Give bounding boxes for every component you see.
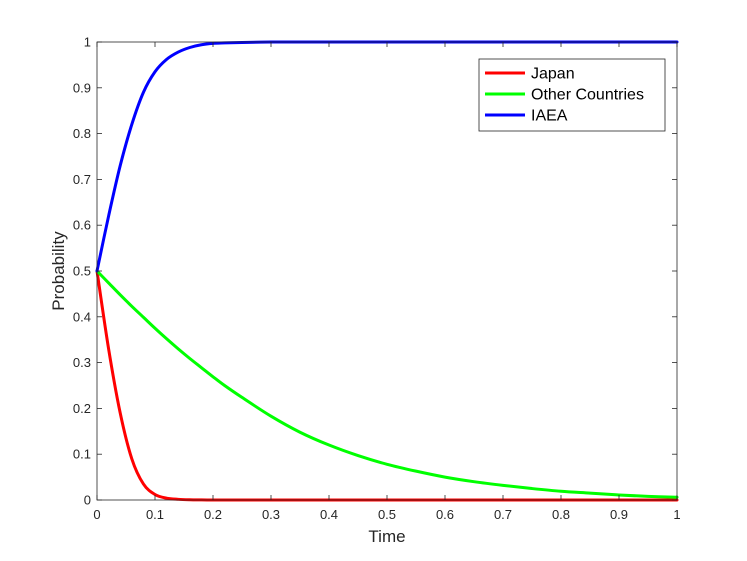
x-tick-label: 0.6 (436, 507, 454, 522)
legend: Japan Other Countries IAEA (478, 58, 666, 132)
legend-label-1: Other Countries (531, 87, 644, 104)
legend-label-0: Japan (531, 66, 575, 83)
x-tick-label: 0 (93, 507, 100, 522)
y-tick-label: 0.6 (73, 218, 91, 233)
x-tick-label: 0.9 (610, 507, 628, 522)
x-tick-label: 0.4 (320, 507, 338, 522)
x-tick-label: 0.5 (378, 507, 396, 522)
x-tick-label: 0.7 (494, 507, 512, 522)
x-axis-label: Time (368, 527, 405, 546)
series-line-1 (95, 269, 679, 499)
y-tick-label: 0.5 (73, 264, 91, 279)
x-tick-label: 0.2 (204, 507, 222, 522)
y-tick-label: 0.9 (73, 80, 91, 95)
y-tick-label: 0.3 (73, 355, 91, 370)
y-tick-label: 0.2 (73, 401, 91, 416)
x-tick-label: 0.3 (262, 507, 280, 522)
y-tick-label: 0.8 (73, 126, 91, 141)
legend-label-2: IAEA (531, 108, 568, 125)
y-tick-label: 1 (84, 35, 91, 50)
x-tick-label: 0.1 (146, 507, 164, 522)
x-tick-label: 0.8 (552, 507, 570, 522)
y-axis-label: Probability (49, 231, 68, 311)
y-tick-label: 0.7 (73, 172, 91, 187)
y-tick-label: 0.1 (73, 447, 91, 462)
tick-layer: 0 0.1 0.2 0.3 0.4 0.5 0.6 0.7 0.8 0.9 1 0 0.1 0.2 0.3 0… (73, 35, 681, 523)
x-tick-label: 1 (673, 507, 680, 522)
y-tick-label: 0 (84, 493, 91, 508)
y-tick-label: 0.4 (73, 309, 91, 324)
